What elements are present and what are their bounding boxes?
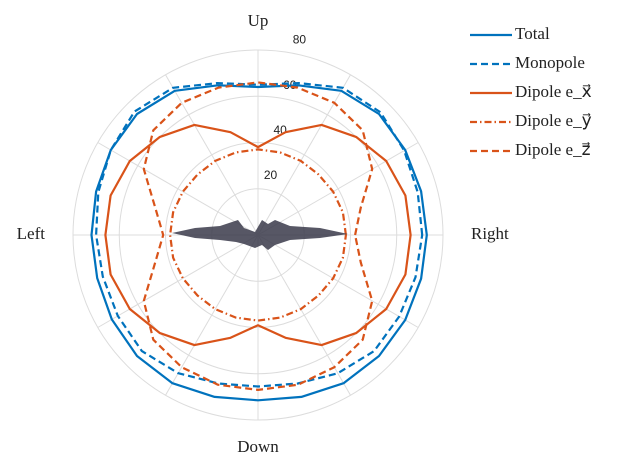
theta-tick-label: Right: [471, 224, 509, 243]
r-tick-label: 80: [293, 33, 307, 47]
series-line: [104, 123, 412, 347]
series-line: [95, 82, 424, 388]
r-tick-label: 20: [264, 168, 278, 182]
series-line: [90, 84, 428, 402]
grid-circle: [118, 95, 398, 375]
legend: Total Monopole Dipole e_x⃗ Dipole e_y⃗ Dipol…: [470, 24, 592, 159]
grid-circle: [165, 142, 351, 328]
grid-circle: [72, 49, 444, 421]
legend-label: Monopole: [515, 53, 585, 72]
theta-tick-label: Up: [248, 11, 269, 30]
theta-tick-label: Down: [237, 437, 279, 456]
bat-silhouette: [172, 220, 348, 250]
legend-label: Dipole e_x⃗: [515, 82, 592, 101]
legend-label: Total: [515, 24, 550, 43]
curves: [90, 81, 428, 402]
legend-label: Dipole e_z⃗: [515, 140, 591, 159]
theta-tick-label: Left: [17, 224, 46, 243]
series-line: [142, 81, 374, 391]
series-line: [169, 148, 347, 322]
legend-label: Dipole e_y⃗: [515, 111, 592, 130]
